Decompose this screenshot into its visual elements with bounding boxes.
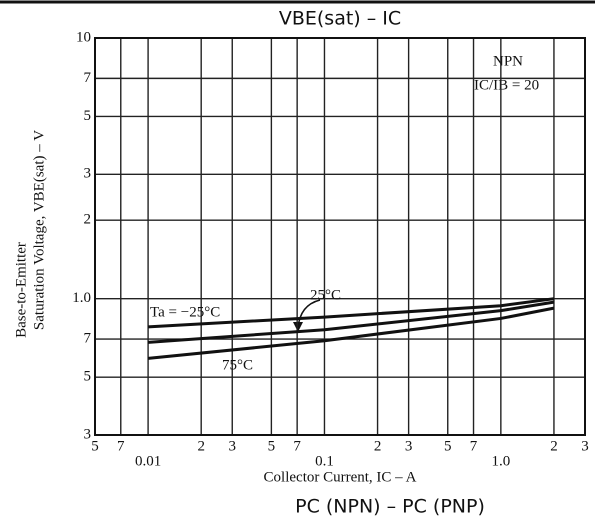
x-tick-label: 1.0 xyxy=(491,453,510,469)
footer-title: PC (NPN) – PC (PNP) xyxy=(295,496,485,518)
series-label: 25°C xyxy=(310,287,341,303)
x-tick-label: 3 xyxy=(228,438,236,454)
arrow-head xyxy=(293,322,303,332)
y-axis-label: Base-to-Emitter xyxy=(13,242,29,338)
x-tick-label: 0.01 xyxy=(135,453,161,469)
series-line xyxy=(147,306,555,360)
y-tick-label: 3 xyxy=(84,166,92,182)
y-tick-label: 7 xyxy=(84,70,92,86)
x-tick-label: 2 xyxy=(197,438,205,454)
x-tick-label: 3 xyxy=(581,438,589,454)
y-tick-label: 7 xyxy=(84,331,92,347)
y-tick-label: 10 xyxy=(76,29,91,45)
x-tick-label: 2 xyxy=(550,438,558,454)
x-tick-label: 7 xyxy=(293,438,301,454)
x-axis-label: Collector Current, IC – A xyxy=(264,469,417,485)
series-label: Ta = −25°C xyxy=(150,304,220,320)
series-label: 75°C xyxy=(222,357,253,373)
y-tick-label: 5 xyxy=(84,108,92,124)
series-line xyxy=(148,297,555,329)
x-tick-label: 5 xyxy=(444,438,452,454)
y-tick-label: 2 xyxy=(84,212,92,228)
annotation: IC/IB = 20 xyxy=(474,77,539,93)
plot-frame xyxy=(94,37,586,436)
x-tick-label: 5 xyxy=(268,438,276,454)
x-tick-label: 0.1 xyxy=(315,453,334,469)
x-tick-label: 7 xyxy=(470,438,478,454)
x-tick-label: 3 xyxy=(405,438,413,454)
y-tick-label: 5 xyxy=(84,369,92,385)
y-axis-label: Saturation Voltage, VBE(sat) – V xyxy=(31,130,47,330)
x-tick-label: 2 xyxy=(374,438,382,454)
annotation: NPN xyxy=(493,53,523,69)
x-tick-label: 5 xyxy=(91,438,99,454)
series-line xyxy=(147,300,555,344)
chart-title: VBE(sat) – IC xyxy=(279,8,401,30)
y-tick-label: 1.0 xyxy=(72,290,91,306)
y-tick-label: 3 xyxy=(84,426,92,442)
x-tick-label: 7 xyxy=(117,438,125,454)
